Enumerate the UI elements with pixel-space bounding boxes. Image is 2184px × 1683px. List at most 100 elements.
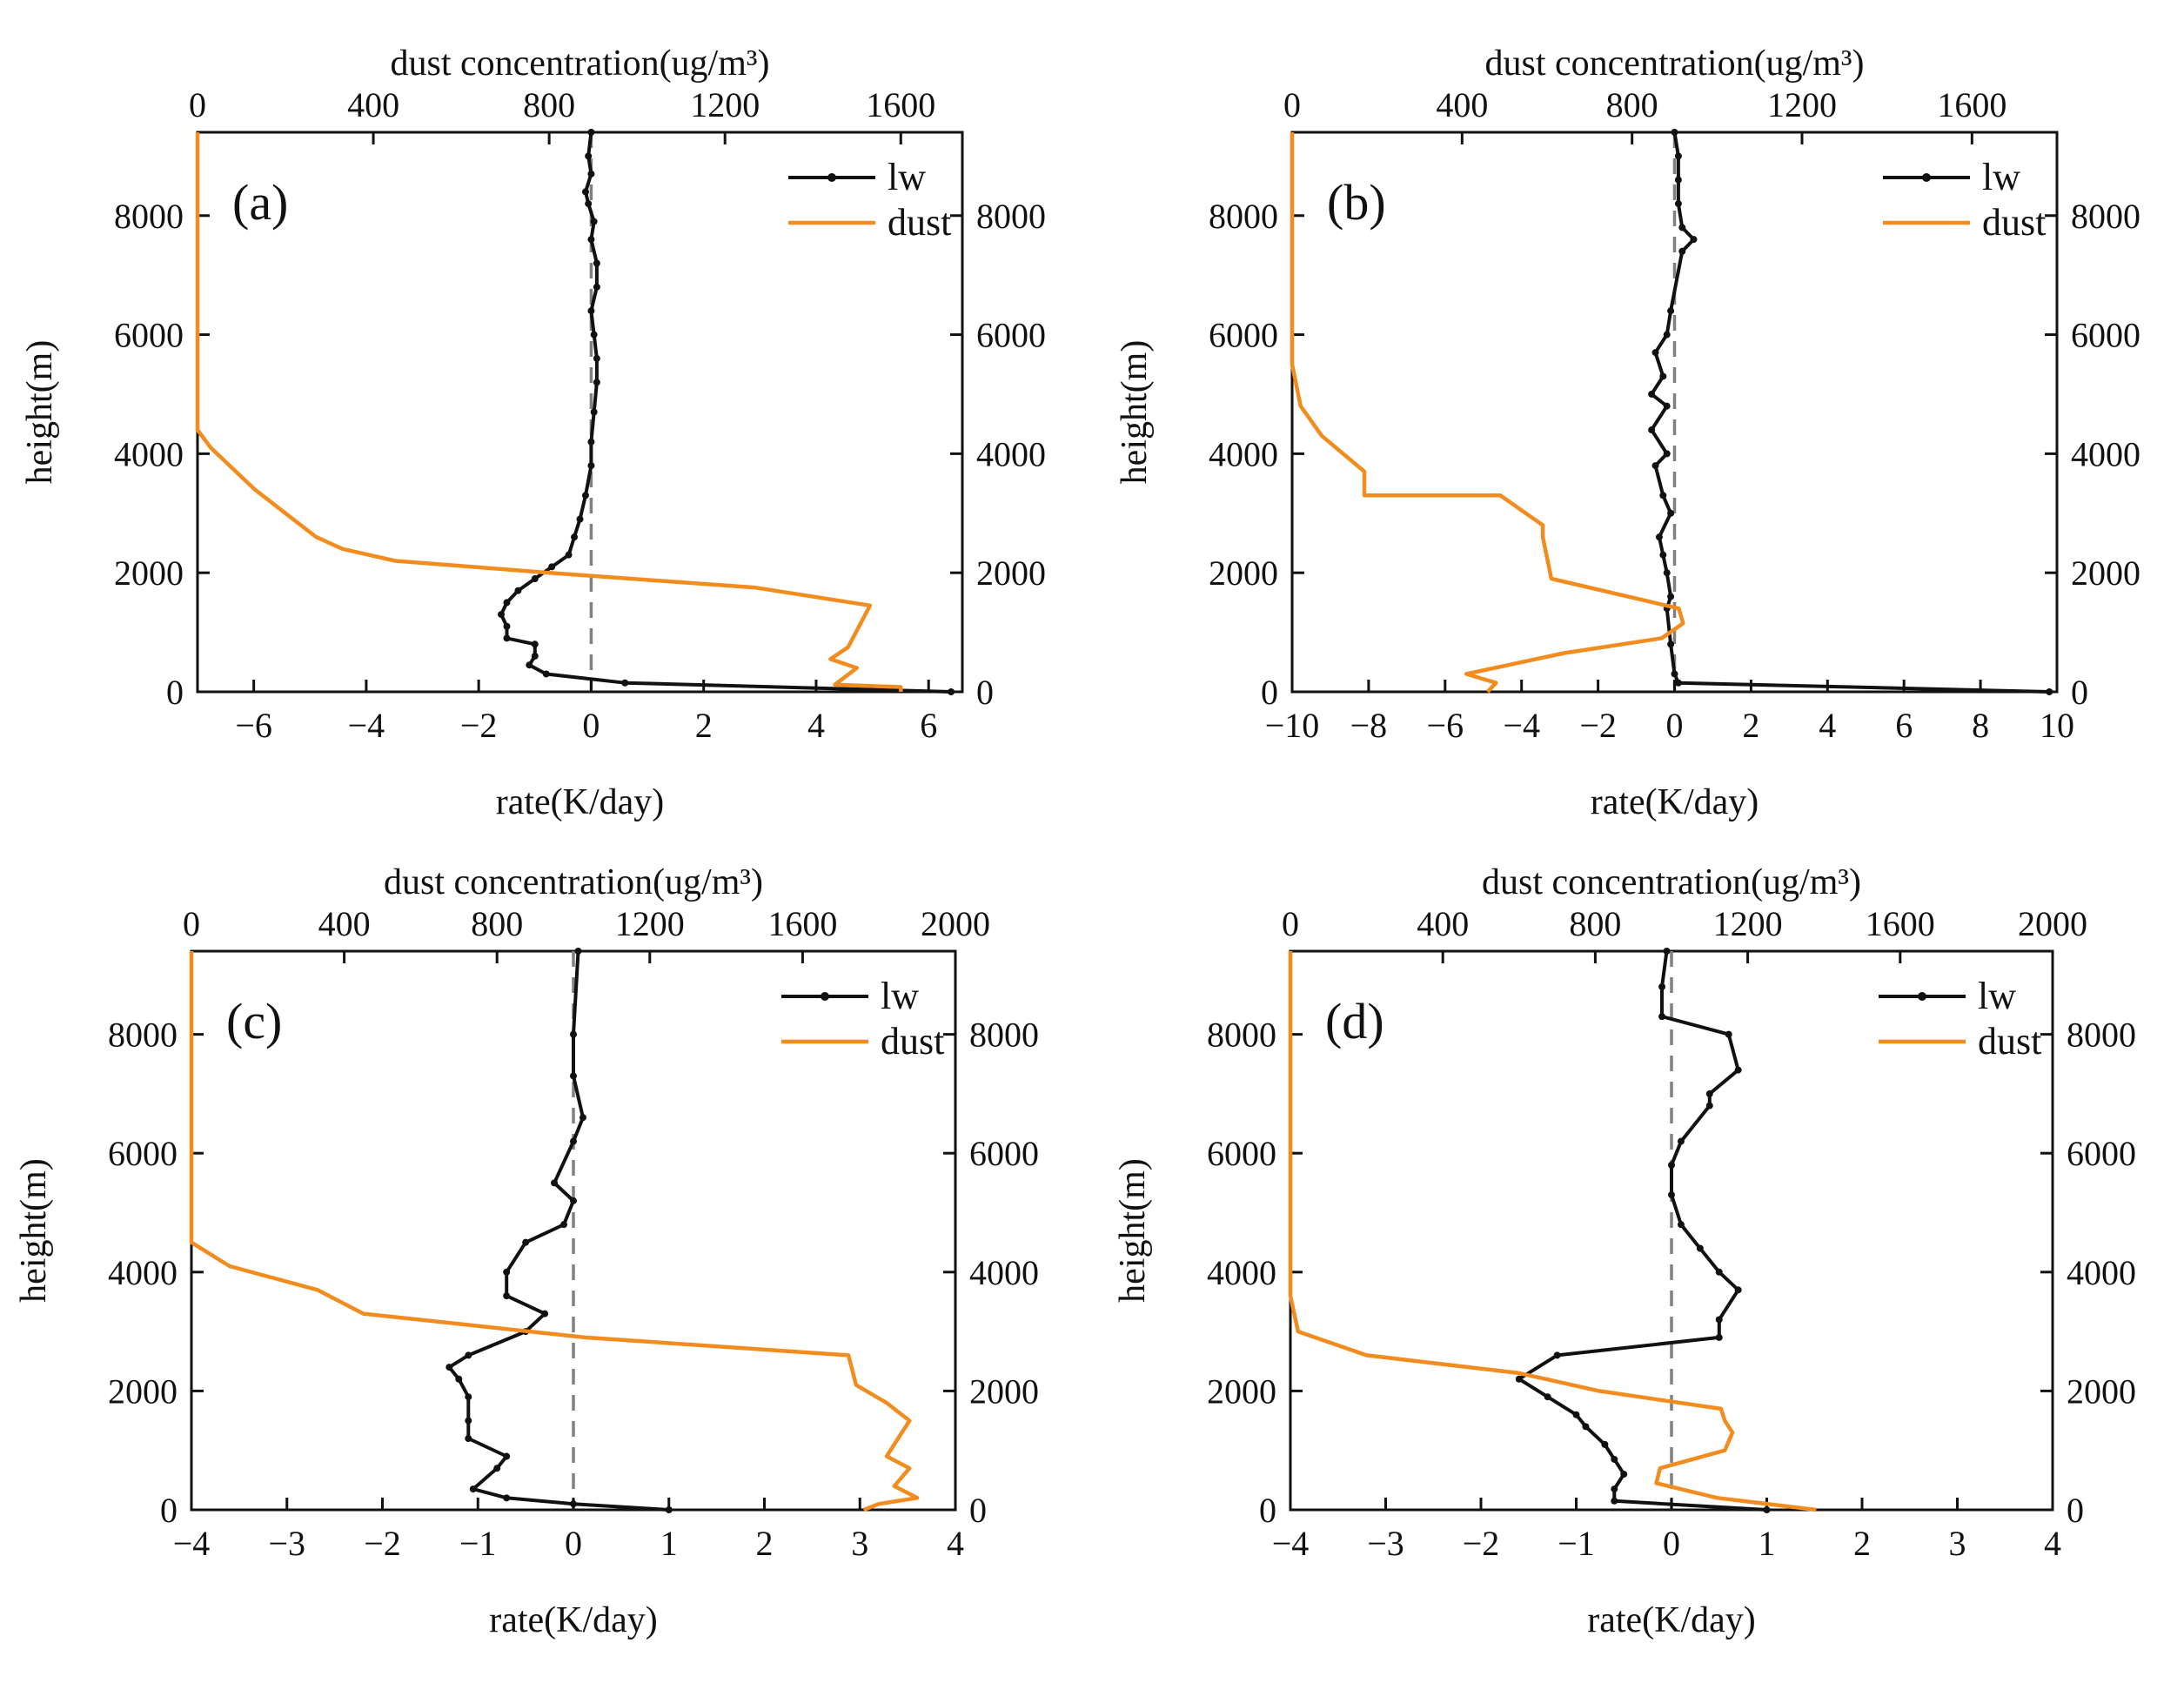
lw-data-point bbox=[1659, 372, 1667, 380]
y-tick-label: 2000 bbox=[1207, 1371, 1276, 1411]
x-tick-label: 2 bbox=[695, 706, 713, 745]
y2-tick-label: 4000 bbox=[969, 1253, 1039, 1292]
y2-tick-label: 2000 bbox=[2067, 1371, 2136, 1411]
lw-data-point bbox=[1658, 1013, 1666, 1021]
lw-data-point bbox=[576, 515, 584, 523]
top-axis-title: dust concentration(ug/m³) bbox=[384, 862, 763, 902]
x2-tick-label: 2000 bbox=[2018, 904, 2087, 943]
legend-marker-lw bbox=[1918, 992, 1926, 1001]
lw-data-point bbox=[1611, 1485, 1618, 1493]
lw-data-point bbox=[1663, 450, 1671, 458]
top-axis-title: dust concentration(ug/m³) bbox=[391, 44, 770, 84]
x-tick-label: 4 bbox=[947, 1524, 964, 1563]
legend-marker-lw bbox=[1922, 173, 1931, 182]
lw-data-point bbox=[1705, 1090, 1713, 1097]
y2-tick-label: 8000 bbox=[969, 1016, 1039, 1055]
y2-tick-label: 8000 bbox=[2067, 1016, 2136, 1055]
x-tick-label: −6 bbox=[1427, 706, 1464, 745]
lw-data-point bbox=[587, 462, 595, 470]
lw-data-point bbox=[1674, 200, 1682, 208]
lw-data-point bbox=[1677, 1221, 1685, 1229]
lw-data-point bbox=[1648, 390, 1656, 398]
lw-data-point bbox=[1663, 948, 1671, 955]
lw-data-point bbox=[465, 1393, 472, 1401]
lw-data-point bbox=[1671, 129, 1678, 136]
top-axis-title: dust concentration(ug/m³) bbox=[1482, 862, 1861, 902]
lw-data-point bbox=[1572, 1411, 1580, 1418]
lw-data-point bbox=[593, 379, 600, 386]
lw-data-point bbox=[1763, 1506, 1771, 1513]
bottom-axis-title: rate(K/day) bbox=[489, 1600, 658, 1640]
x2-tick-label: 1600 bbox=[767, 904, 837, 943]
x-tick-label: −10 bbox=[1265, 706, 1320, 745]
x2-tick-label: 1200 bbox=[615, 904, 685, 943]
lw-data-point bbox=[1663, 331, 1671, 339]
legend-label-dust: dust bbox=[1978, 1020, 2041, 1063]
lw-data-point bbox=[465, 1417, 472, 1425]
lw-data-point bbox=[570, 1030, 577, 1038]
lw-data-point bbox=[548, 563, 556, 571]
x2-tick-label: 1600 bbox=[1937, 85, 2006, 124]
lw-data-point bbox=[531, 640, 539, 648]
lw-data-point bbox=[587, 307, 595, 315]
y-tick-label: 0 bbox=[166, 673, 184, 712]
lw-data-point bbox=[503, 622, 511, 630]
x2-tick-label: 0 bbox=[189, 85, 206, 124]
y2-tick-label: 0 bbox=[2067, 1491, 2084, 1530]
plot-frame bbox=[196, 131, 964, 694]
y-tick-label: 6000 bbox=[1207, 1134, 1276, 1173]
lw-data-point bbox=[593, 354, 600, 362]
lw-data-point bbox=[1715, 1333, 1723, 1341]
x-tick-label: 4 bbox=[1819, 706, 1836, 745]
lw-data-point bbox=[503, 1268, 511, 1276]
bottom-axis-title: rate(K/day) bbox=[1587, 1600, 1756, 1640]
lw-data-point bbox=[590, 331, 598, 339]
x2-tick-label: 1600 bbox=[866, 85, 935, 124]
x-tick-label: 4 bbox=[807, 706, 825, 745]
x2-tick-label: 800 bbox=[523, 85, 575, 124]
y-tick-label: 8000 bbox=[114, 197, 184, 236]
x2-tick-label: 0 bbox=[183, 904, 200, 943]
lw-data-point bbox=[1611, 1497, 1618, 1505]
x2-tick-label: 400 bbox=[1436, 85, 1488, 124]
lw-data-point bbox=[1663, 402, 1671, 410]
lw-data-point bbox=[1674, 152, 1682, 160]
y-tick-label: 4000 bbox=[108, 1253, 178, 1292]
lw-data-point bbox=[1734, 1286, 1742, 1294]
lw-data-point bbox=[551, 1179, 559, 1187]
y-tick-label: 2000 bbox=[114, 553, 184, 593]
x-tick-label: 1 bbox=[1759, 1524, 1776, 1563]
y2-tick-label: 4000 bbox=[2071, 434, 2140, 473]
lw-data-point bbox=[560, 1221, 568, 1229]
lw-data-point bbox=[1668, 1191, 1675, 1199]
legend-marker-lw bbox=[821, 992, 829, 1001]
lw-data-point bbox=[1678, 224, 1686, 231]
lw-data-point bbox=[587, 438, 595, 446]
lw-data-point bbox=[579, 1114, 586, 1122]
lw-data-point bbox=[581, 492, 589, 500]
lw-data-point bbox=[1651, 462, 1659, 470]
lw-data-point bbox=[587, 170, 595, 178]
x-tick-label: 0 bbox=[1663, 1524, 1680, 1563]
y-tick-label: 6000 bbox=[1209, 316, 1278, 355]
x2-tick-label: 2000 bbox=[921, 904, 990, 943]
y-tick-label: 0 bbox=[160, 1491, 178, 1530]
x2-tick-label: 0 bbox=[1283, 85, 1301, 124]
legend-label-lw: lw bbox=[881, 975, 919, 1017]
lw-data-point bbox=[587, 236, 595, 244]
x2-tick-label: 800 bbox=[471, 904, 523, 943]
legend-label-lw: lw bbox=[1982, 156, 2020, 198]
y-tick-label: 4000 bbox=[114, 434, 184, 473]
lw-data-point bbox=[465, 1435, 472, 1443]
y2-tick-label: 4000 bbox=[2067, 1253, 2136, 1292]
y-tick-label: 6000 bbox=[114, 316, 184, 355]
x-tick-label: 3 bbox=[1949, 1524, 1966, 1563]
lw-data-point bbox=[542, 670, 550, 678]
x-tick-label: −2 bbox=[460, 706, 498, 745]
left-axis-title: height(m) bbox=[20, 340, 60, 485]
x-tick-label: 3 bbox=[851, 1524, 868, 1563]
lw-data-point bbox=[1659, 551, 1667, 559]
